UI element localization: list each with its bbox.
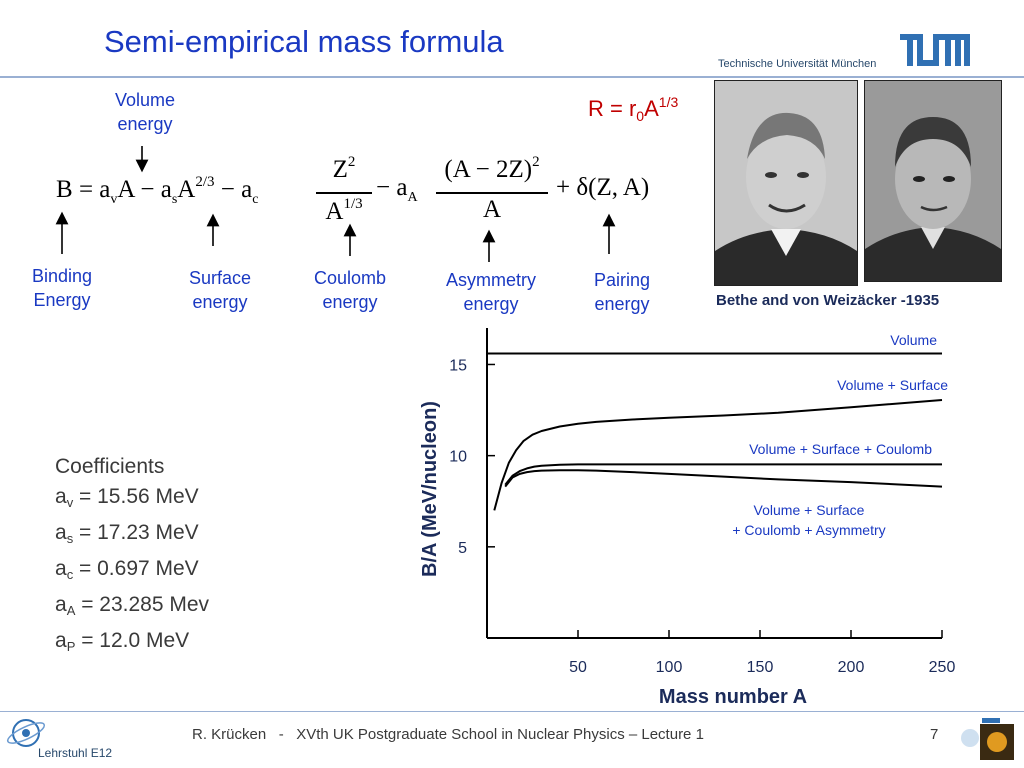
photo-caption: Bethe and von Weizäcker -1935 [716,292,940,309]
coefficient-av: av = 15.56 MeV [55,485,199,510]
annotation-volume: Volume [890,332,937,348]
y-tick-label: 5 [458,540,467,557]
y-tick-label: 10 [449,449,467,466]
page-number: 7 [930,726,939,743]
photo-weizsaecker [864,80,1002,282]
frac1-bar [316,192,372,194]
photo-bethe [714,80,858,286]
x-tick-label: 150 [747,659,774,676]
coefficients-heading: Coefficients [55,455,165,478]
formula-main: B = avA − asA2/3 − ac [56,174,259,207]
department-name: Lehrstuhl E12 [38,746,113,760]
x-tick-label: 250 [929,659,956,676]
coefficient-ac: ac = 0.697 MeV [55,557,199,582]
tum-mu-logo [961,718,1014,760]
chart-ticks: 50 100 150 200 250 5 10 15 [449,357,955,676]
formula-pairing: + δ(Z, A) [556,174,650,201]
tum-logo [900,34,970,66]
page-title: Semi-empirical mass formula [104,24,504,59]
university-name: Technische Universität München [718,58,877,70]
y-axis-label: B/A (MeV/nucleon) [419,401,441,577]
chart-axes [486,328,942,639]
frac2-denominator: A [482,196,502,223]
binding-energy-chart: 50 100 150 200 250 5 10 15 Mass number A B/A (M… [419,328,955,708]
e12-logo [6,719,46,747]
annotation-volume-surface: Volume + Surface [837,377,948,393]
y-tick-label: 15 [449,357,467,374]
coefficients-block: Coefficients av = 15.56 MeV as = 17.23 M… [55,452,209,662]
coefficient-as: as = 17.23 MeV [55,521,199,546]
label-pairing-energy: Pairing energy [593,270,651,314]
frac2-bar [436,192,548,194]
x-tick-label: 200 [838,659,865,676]
frac2-numerator: (A − 2Z)2 [444,154,540,183]
header-divider [0,76,1024,78]
label-volume-energy: Volume energy [114,90,176,134]
frac1-denominator: A1/3 [325,196,363,225]
annotation-vsca-line2: + Coulomb + Asymmetry [732,522,885,538]
label-asymmetry-energy: Asymmetry energy [446,270,536,314]
label-binding-energy: Binding Energy [31,266,93,310]
series-line-3 [504,469,943,488]
series-line-1 [493,399,943,511]
footer-text: R. Krücken - XVth UK Postgraduate School… [192,726,704,743]
annotation-volume-surface-coulomb: Volume + Surface + Coulomb [749,441,932,457]
annotation-vsca-line1: Volume + Surface [754,502,865,518]
x-tick-label: 100 [656,659,683,676]
footer-divider [0,711,1024,712]
label-surface-energy: Surface energy [188,268,252,312]
frac1-numerator: Z2 [332,154,356,183]
x-tick-label: 50 [569,659,587,676]
chart-series [487,352,943,511]
radius-formula: R = r0A1/3 [588,94,679,124]
label-coulomb-energy: Coulomb energy [313,268,387,312]
series-line-2 [504,463,942,486]
coefficient-aa: aA = 23.285 Mev [55,593,210,618]
formula-asym-coef: − aA [376,174,418,205]
x-axis-label: Mass number A [659,686,807,708]
coefficient-ap: aP = 12.0 MeV [55,629,190,654]
formula-arrows [55,146,616,262]
